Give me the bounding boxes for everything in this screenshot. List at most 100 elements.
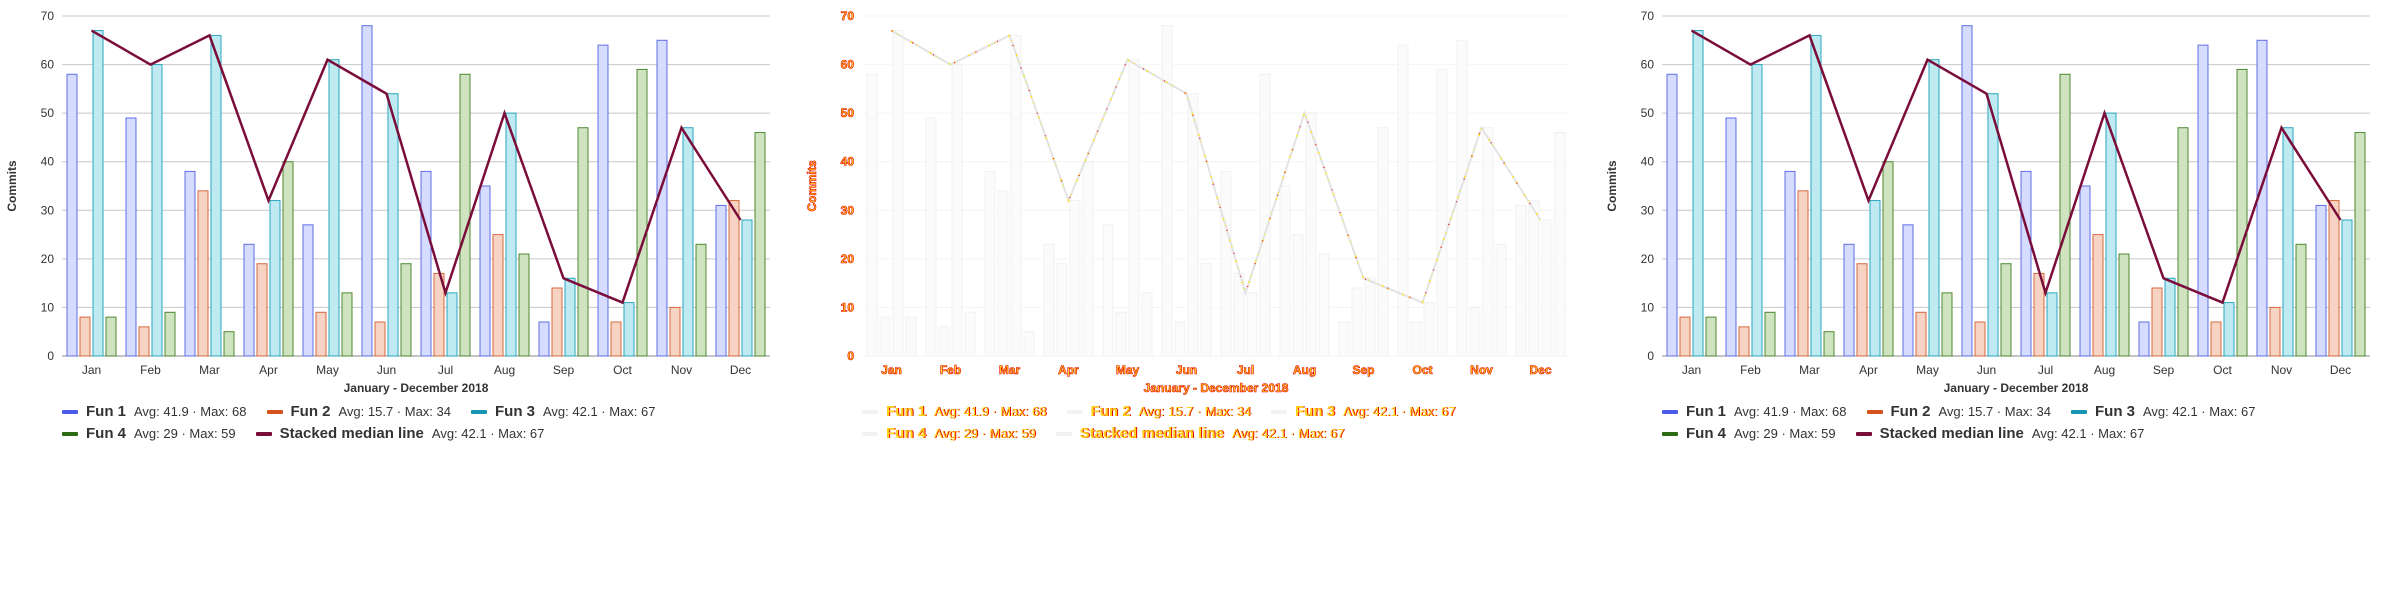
bar-fun-4[interactable] (2177, 127, 2189, 357)
bar-fun-3[interactable] (1751, 64, 1763, 357)
bar-fun-4[interactable] (400, 263, 412, 357)
bar-fun-4[interactable] (577, 127, 589, 357)
bar-fun-4[interactable] (2000, 263, 2012, 357)
bar-fun-3[interactable] (446, 292, 458, 357)
bar-fun-2[interactable] (1738, 326, 1750, 357)
bar-fun-2[interactable] (1469, 306, 1481, 357)
bar-fun-4[interactable] (2118, 253, 2130, 357)
bar-fun-2[interactable] (492, 234, 504, 357)
bar-fun-4[interactable] (105, 316, 117, 357)
bar-fun-2[interactable] (1410, 321, 1422, 357)
bar-fun-4[interactable] (1705, 316, 1717, 357)
legend-item[interactable]: Fun 3 Avg: 42.1 · Max: 67 (1271, 402, 1456, 422)
bar-fun-3[interactable] (564, 277, 576, 357)
bar-fun-1[interactable] (1902, 224, 1914, 357)
bar-fun-3[interactable] (505, 112, 517, 357)
bar-fun-4[interactable] (1141, 292, 1153, 357)
bar-fun-4[interactable] (1764, 311, 1776, 357)
bar-fun-2[interactable] (551, 287, 563, 357)
bar-fun-1[interactable] (1161, 25, 1173, 357)
bar-fun-1[interactable] (1515, 204, 1527, 357)
bar-fun-3[interactable] (92, 30, 104, 357)
bar-fun-1[interactable] (302, 224, 314, 357)
bar-fun-4[interactable] (636, 68, 648, 357)
legend-item[interactable]: Stacked median line Avg: 42.1 · Max: 67 (1855, 424, 2144, 444)
bar-fun-2[interactable] (1915, 311, 1927, 357)
bar-fun-4[interactable] (1941, 292, 1953, 357)
legend-item[interactable]: Stacked median line Avg: 42.1 · Max: 67 (1055, 424, 1344, 444)
bar-fun-1[interactable] (125, 117, 137, 357)
bar-fun-1[interactable] (866, 73, 878, 357)
bar-fun-3[interactable] (387, 93, 399, 357)
bar-fun-3[interactable] (892, 30, 904, 357)
bar-fun-4[interactable] (1200, 263, 1212, 357)
bar-fun-3[interactable] (1364, 277, 1376, 357)
bar-fun-3[interactable] (2341, 219, 2353, 357)
bar-fun-4[interactable] (518, 253, 530, 357)
legend-item[interactable]: Fun 3 Avg: 42.1 · Max: 67 (471, 402, 656, 422)
bar-fun-2[interactable] (2328, 200, 2340, 357)
bar-fun-1[interactable] (715, 204, 727, 357)
bar-fun-2[interactable] (997, 190, 1009, 357)
bar-fun-3[interactable] (210, 34, 222, 357)
bar-fun-1[interactable] (984, 170, 996, 357)
bar-fun-3[interactable] (2223, 302, 2235, 357)
bar-fun-4[interactable] (1259, 73, 1271, 357)
bar-fun-4[interactable] (1082, 161, 1094, 357)
bar-fun-1[interactable] (1397, 44, 1409, 357)
bar-fun-3[interactable] (328, 59, 340, 357)
bar-fun-4[interactable] (1882, 161, 1894, 357)
bar-fun-3[interactable] (1069, 200, 1081, 357)
legend-item[interactable]: Fun 1 Avg: 41.9 · Max: 68 (1662, 402, 1847, 422)
bar-fun-4[interactable] (1823, 331, 1835, 357)
bar-fun-1[interactable] (925, 117, 937, 357)
bar-fun-3[interactable] (1246, 292, 1258, 357)
bar-fun-4[interactable] (1554, 132, 1566, 357)
bar-fun-1[interactable] (2020, 170, 2032, 357)
bar-fun-2[interactable] (2269, 306, 2281, 357)
bar-fun-4[interactable] (1495, 243, 1507, 357)
bar-fun-1[interactable] (361, 25, 373, 357)
bar-fun-2[interactable] (728, 200, 740, 357)
bar-fun-3[interactable] (2282, 127, 2294, 357)
bar-fun-2[interactable] (2151, 287, 2163, 357)
bar-fun-2[interactable] (256, 263, 268, 357)
bar-fun-4[interactable] (2236, 68, 2248, 357)
bar-fun-2[interactable] (610, 321, 622, 357)
bar-fun-1[interactable] (184, 170, 196, 357)
series-line[interactable] (1690, 29, 2342, 305)
bar-fun-1[interactable] (2138, 321, 2150, 357)
bar-fun-3[interactable] (951, 64, 963, 357)
legend-item[interactable]: Fun 1 Avg: 41.9 · Max: 68 (862, 402, 1047, 422)
bar-fun-2[interactable] (315, 311, 327, 357)
bar-fun-2[interactable] (1797, 190, 1809, 357)
bar-fun-3[interactable] (2105, 112, 2117, 357)
bar-fun-1[interactable] (2079, 185, 2091, 357)
legend-item[interactable]: Fun 3 Avg: 42.1 · Max: 67 (2071, 402, 2256, 422)
bar-fun-2[interactable] (197, 190, 209, 357)
bar-fun-3[interactable] (151, 64, 163, 357)
bar-fun-1[interactable] (420, 170, 432, 357)
bar-fun-2[interactable] (1528, 200, 1540, 357)
bar-fun-4[interactable] (2059, 73, 2071, 357)
series-line[interactable] (891, 29, 1542, 304)
bar-fun-3[interactable] (269, 200, 281, 357)
bar-fun-2[interactable] (1056, 263, 1068, 357)
bar-fun-4[interactable] (2295, 243, 2307, 357)
bar-fun-2[interactable] (1351, 287, 1363, 357)
bar-fun-4[interactable] (754, 132, 766, 357)
bar-fun-1[interactable] (1961, 25, 1973, 357)
bar-fun-4[interactable] (1318, 253, 1330, 357)
legend-item[interactable]: Fun 4 Avg: 29 · Max: 59 (62, 424, 236, 444)
legend-item[interactable]: Fun 2 Avg: 15.7 · Max: 34 (1866, 402, 2051, 422)
bar-fun-1[interactable] (1279, 185, 1291, 357)
bar-fun-2[interactable] (1856, 263, 1868, 357)
series-line[interactable] (90, 29, 742, 305)
bar-fun-2[interactable] (879, 316, 891, 357)
bar-fun-2[interactable] (2092, 234, 2104, 357)
bar-fun-3[interactable] (1187, 93, 1199, 357)
bar-fun-4[interactable] (223, 331, 235, 357)
bar-fun-3[interactable] (1987, 93, 1999, 357)
bar-fun-2[interactable] (1974, 321, 1986, 357)
bar-fun-2[interactable] (938, 326, 950, 357)
